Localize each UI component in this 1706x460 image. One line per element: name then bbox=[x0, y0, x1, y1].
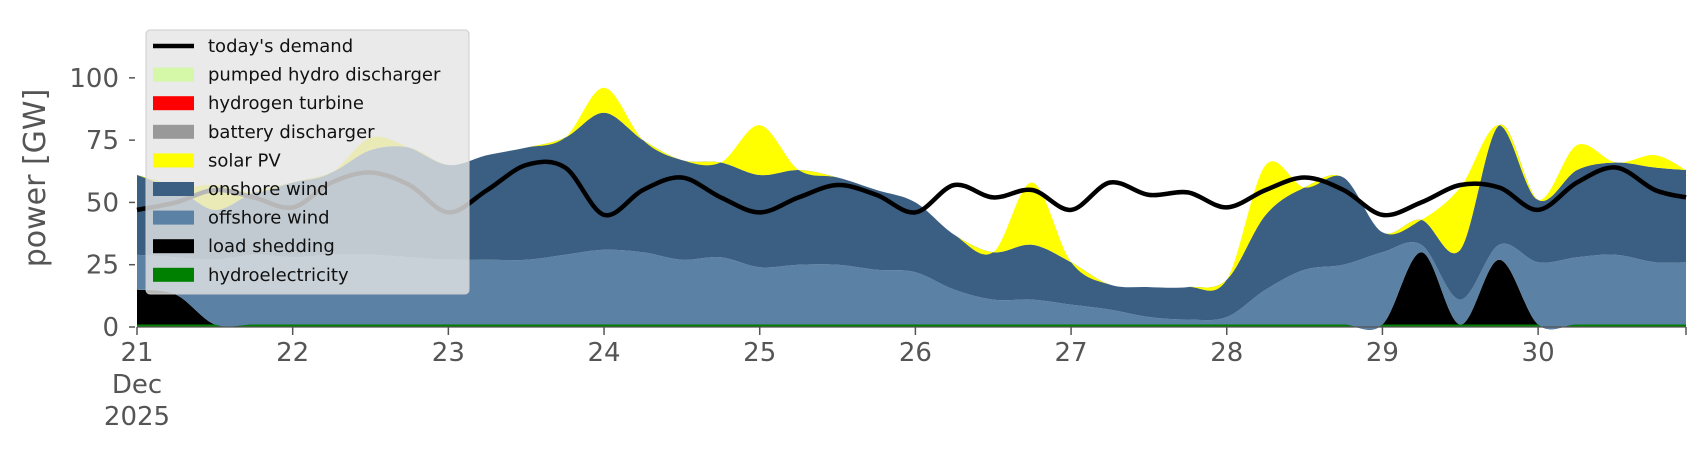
legend-item-load-shedding: load shedding bbox=[153, 236, 335, 257]
legend-item-pumped-hydro-discharger: pumped hydro discharger bbox=[153, 65, 441, 86]
legend-item-offshore-wind: offshore wind bbox=[153, 208, 330, 229]
y-tick-label: 100 bbox=[69, 64, 119, 94]
area-offshore-wind bbox=[137, 242, 1686, 330]
legend-label: hydrogen turbine bbox=[208, 93, 364, 114]
legend-swatch bbox=[153, 239, 194, 254]
legend-swatch bbox=[153, 153, 194, 168]
legend-item-solar-pv: solar PV bbox=[153, 150, 281, 171]
legend-swatch bbox=[153, 67, 194, 82]
x-tick-label: 25 bbox=[743, 338, 776, 368]
legend-item-hydroelectricity: hydroelectricity bbox=[153, 265, 349, 286]
x-tick-label: 28 bbox=[1210, 338, 1243, 368]
legend: today's demand pumped hydro discharger hyd… bbox=[145, 29, 470, 295]
x-tick-label: 30 bbox=[1522, 338, 1555, 368]
x-tick-label: 21 Dec 2025 bbox=[104, 338, 170, 432]
y-tick-label: 0 bbox=[102, 313, 119, 343]
legend-label: hydroelectricity bbox=[208, 265, 349, 286]
x-tick-label: 27 bbox=[1055, 338, 1088, 368]
area-load-shedding bbox=[137, 252, 1686, 330]
y-axis-label: power [GW] bbox=[18, 89, 53, 268]
legend-swatch bbox=[153, 96, 194, 111]
y-tick-label: 25 bbox=[86, 251, 119, 281]
x-tick-label: 29 bbox=[1366, 338, 1399, 368]
legend-label: pumped hydro discharger bbox=[208, 65, 441, 86]
x-tick-label: 24 bbox=[587, 338, 620, 368]
x-tick-label: 23 bbox=[432, 338, 465, 368]
area-hydroelectricity bbox=[137, 324, 1686, 327]
y-tick-label: 75 bbox=[86, 126, 119, 156]
legend-item-hydrogen-turbine: hydrogen turbine bbox=[153, 93, 364, 114]
legend-item-battery-discharger: battery discharger bbox=[153, 122, 375, 143]
x-tick-label: 26 bbox=[899, 338, 932, 368]
x-tick-label: 22 bbox=[276, 338, 309, 368]
legend-label: offshore wind bbox=[208, 208, 330, 229]
legend-box bbox=[145, 29, 470, 295]
y-tick-label: 50 bbox=[86, 188, 119, 218]
legend-swatch bbox=[153, 210, 194, 225]
legend-swatch bbox=[153, 267, 194, 282]
legend-label: battery discharger bbox=[208, 122, 375, 143]
legend-label: onshore wind bbox=[208, 179, 329, 200]
legend-item-onshore-wind: onshore wind bbox=[153, 179, 329, 200]
legend-item-today-s-demand: today's demand bbox=[153, 36, 353, 57]
axes: 0 25 50 75 100 21 Dec 2025 22 23 24 25 26 27 28 29 30 bbox=[69, 64, 1687, 432]
legend-label: today's demand bbox=[208, 36, 353, 57]
legend-swatch bbox=[153, 182, 194, 196]
legend-label: solar PV bbox=[208, 150, 281, 171]
legend-swatch bbox=[153, 124, 194, 139]
legend-label: load shedding bbox=[208, 236, 335, 257]
